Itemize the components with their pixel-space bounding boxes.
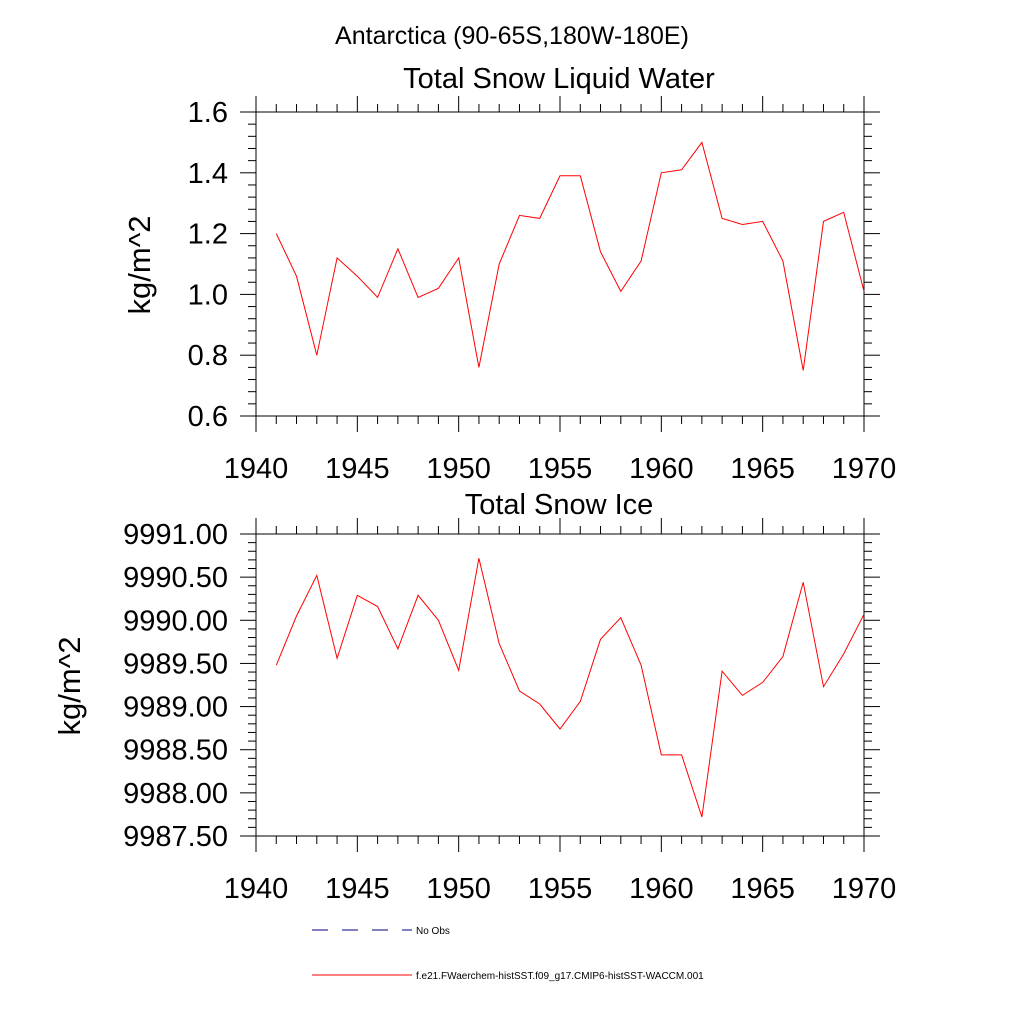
- x-tick-label: 1950: [426, 453, 491, 485]
- legend: No Obs f.e21.FWaerchem-histSST.f09_g17.C…: [312, 926, 704, 982]
- y-tick-label: 1.2: [188, 219, 228, 251]
- chart-title: Total Snow Liquid Water: [403, 63, 715, 95]
- page-title: Antarctica (90-65S,180W-180E): [335, 22, 689, 50]
- x-tick-label: 1945: [325, 453, 390, 485]
- x-tick-label: 1970: [832, 873, 897, 905]
- y-tick-label: 9988.00: [123, 778, 228, 810]
- x-tick-label: 1960: [629, 453, 694, 485]
- y-axis-label: kg/m^2: [52, 637, 87, 736]
- y-tick-label: 0.8: [188, 340, 228, 372]
- panel-snow-liquid-water: Total Snow Liquid Water kg/m^2 1940 1945 1…: [122, 63, 896, 485]
- y-tick-label: 9990.50: [123, 562, 228, 594]
- series-line: [275, 558, 865, 818]
- x-tick-label: 1965: [730, 873, 795, 905]
- chart-title: Total Snow Ice: [465, 489, 654, 521]
- plot-frame: [255, 533, 865, 837]
- x-tick-label: 1960: [629, 873, 694, 905]
- x-tick-label: 1955: [528, 453, 593, 485]
- x-tick-label: 1970: [832, 453, 897, 485]
- y-tick-label: 9988.50: [123, 735, 228, 767]
- x-tick-label: 1965: [730, 453, 795, 485]
- y-tick-label: 9990.00: [123, 605, 228, 637]
- y-tick-label: 9991.00: [123, 519, 228, 551]
- y-axis-label: kg/m^2: [122, 216, 157, 315]
- y-tick-label: 0.6: [188, 401, 228, 433]
- y-tick-label: 1.0: [188, 279, 228, 311]
- plot-frame: [255, 111, 865, 417]
- x-tick-label: 1955: [528, 873, 593, 905]
- y-tick-label: 9989.00: [123, 692, 228, 724]
- x-tick-label: 1940: [224, 873, 289, 905]
- x-tick-label: 1940: [224, 453, 289, 485]
- legend-label-model: f.e21.FWaerchem-histSST.f09_g17.CMIP6-hi…: [416, 971, 704, 982]
- series-line: [275, 141, 865, 371]
- y-tick-label: 1.6: [188, 97, 228, 129]
- y-tick-label: 1.4: [188, 158, 228, 190]
- panel-snow-ice: Total Snow Ice kg/m^2 1940 1945 1950 1955 19…: [52, 489, 896, 905]
- x-tick-label: 1945: [325, 873, 390, 905]
- y-tick-label: 9989.50: [123, 648, 228, 680]
- x-tick-label: 1950: [426, 873, 491, 905]
- legend-label-no-obs: No Obs: [416, 926, 450, 937]
- y-tick-label: 9987.50: [123, 821, 228, 853]
